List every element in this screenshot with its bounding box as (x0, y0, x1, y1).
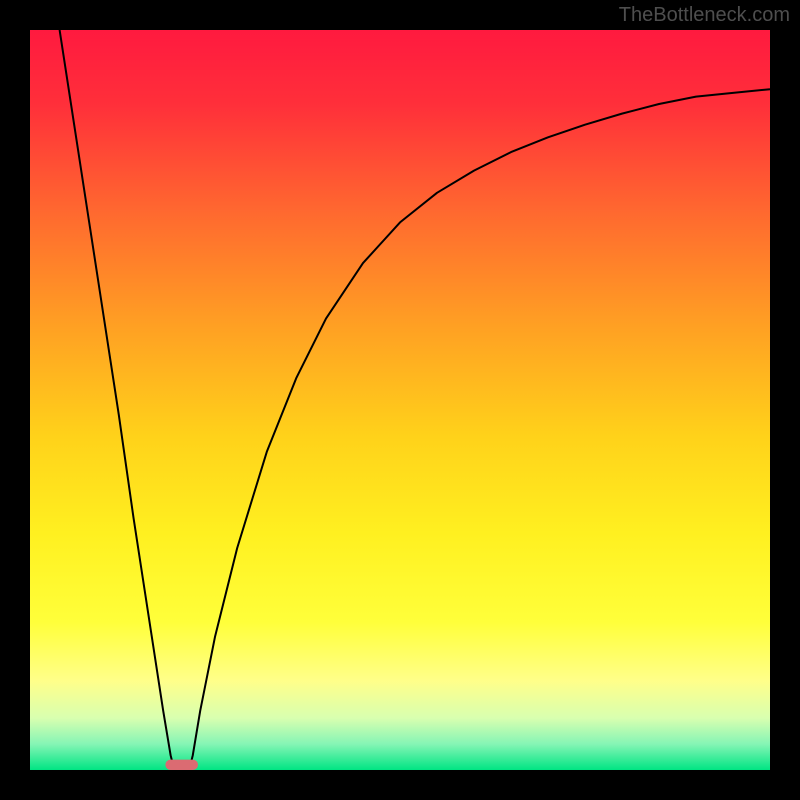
chart-container: TheBottleneck.com (0, 0, 800, 800)
gradient-background (30, 30, 770, 770)
bottleneck-chart (0, 0, 800, 800)
optimal-marker (165, 760, 198, 770)
